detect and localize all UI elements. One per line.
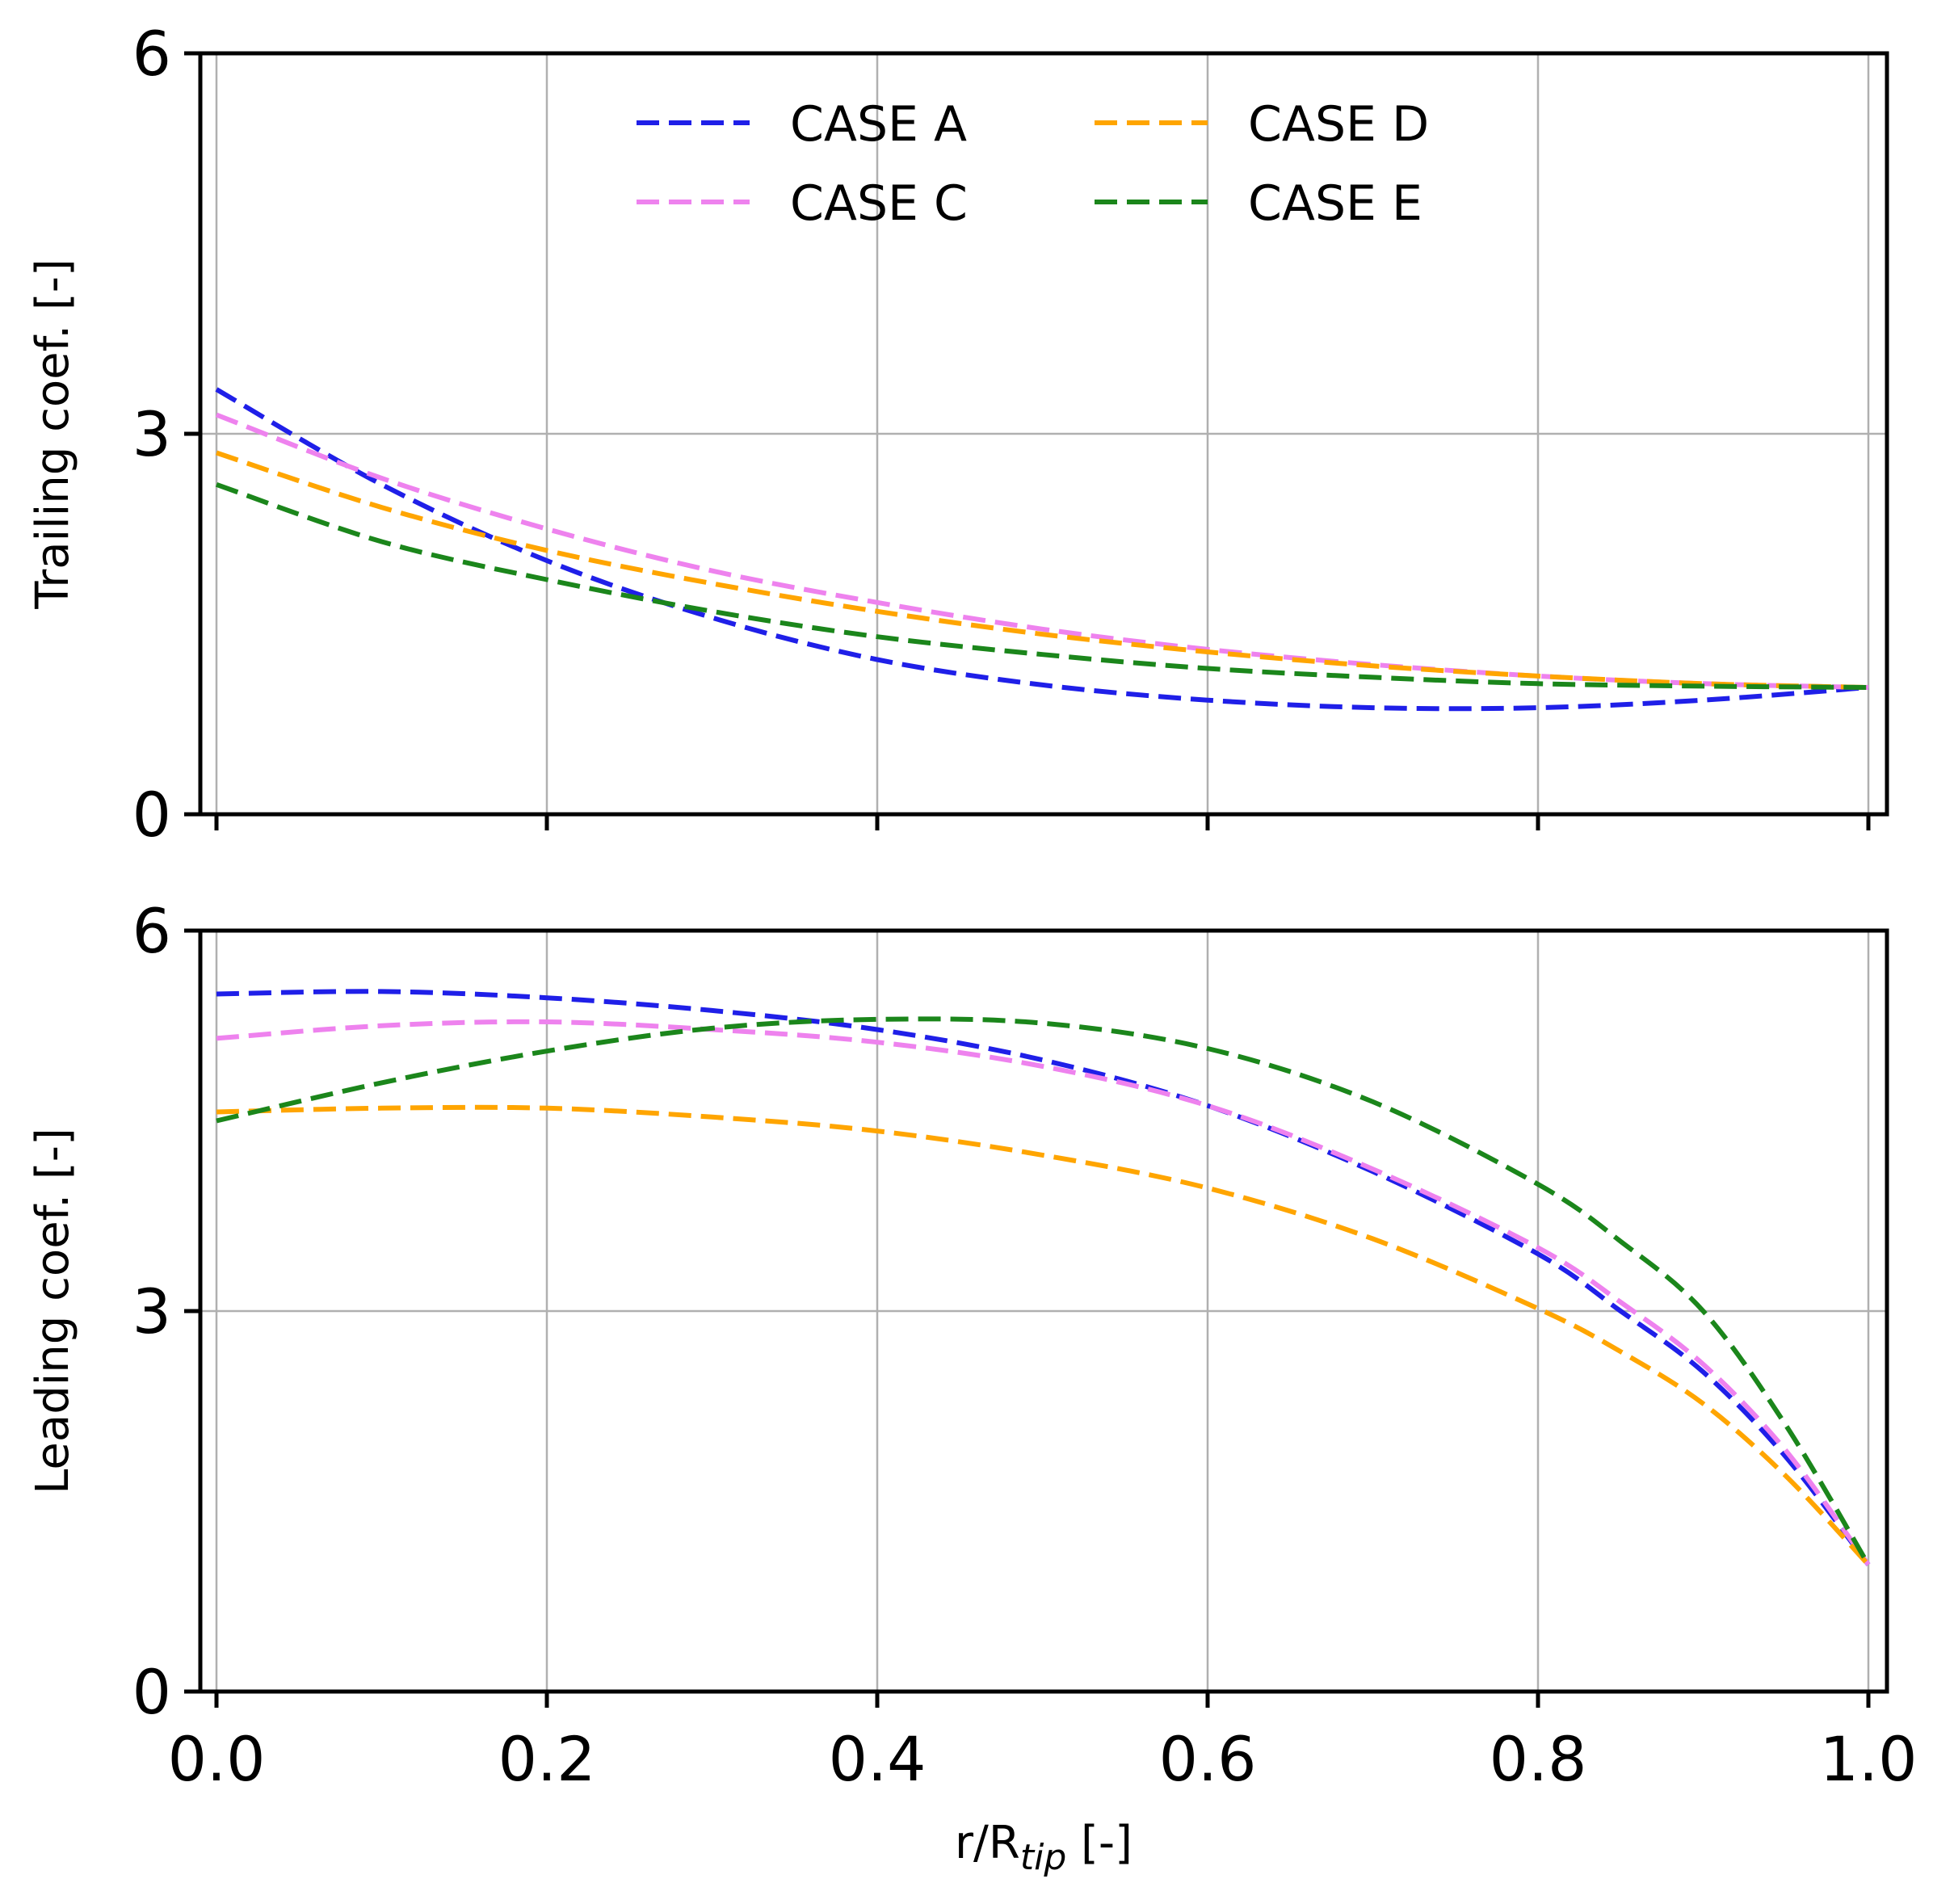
top-ticks: 0 3 6 <box>132 18 1871 851</box>
legend: CASE A CASE C CASE D CASE E <box>637 96 1429 232</box>
x-axis-label-subscript: tip <box>1020 1837 1066 1878</box>
bottom-ticks: 0 3 6 0.0 0.2 0.4 0.6 0.8 1.0 <box>132 895 1918 1795</box>
bottom-y-axis-label: Leading coef. [-] <box>27 1128 79 1494</box>
y-tick-label: 3 <box>132 1276 171 1347</box>
legend-label: CASE A <box>790 96 967 153</box>
series-line-case-c <box>216 1019 1871 1566</box>
x-axis-label-suffix: [-] <box>1066 1817 1132 1869</box>
x-tick-label: 0.2 <box>498 1723 596 1795</box>
y-tick-label: 0 <box>132 1656 171 1728</box>
legend-label: CASE E <box>1248 175 1422 232</box>
y-tick-label: 0 <box>132 779 171 851</box>
bottom-series-lines <box>216 989 1871 1567</box>
x-tick-label: 0.4 <box>829 1723 927 1795</box>
y-tick-label: 3 <box>132 398 171 470</box>
legend-label: CASE C <box>790 175 968 232</box>
x-tick-label: 0.8 <box>1490 1723 1587 1795</box>
series-line-case-d <box>216 1104 1871 1567</box>
x-tick-label: 0.0 <box>168 1723 266 1795</box>
y-tick-label: 6 <box>132 895 171 967</box>
series-line-case-d <box>216 450 1869 690</box>
x-axis-label: r/Rtip [-] <box>955 1817 1132 1878</box>
top-series-lines <box>215 387 1869 712</box>
series-line-case-a <box>216 989 1871 1566</box>
x-axis-label-main: r/R <box>955 1817 1020 1869</box>
series-line-case-e <box>216 481 1869 690</box>
x-tick-label: 0.6 <box>1159 1723 1257 1795</box>
series-line-case-e <box>216 1016 1871 1566</box>
legend-label: CASE D <box>1248 96 1429 153</box>
top-y-axis-label: Trailing coef. [-] <box>27 258 79 609</box>
x-tick-label: 1.0 <box>1820 1723 1918 1795</box>
y-tick-label: 6 <box>132 18 171 90</box>
